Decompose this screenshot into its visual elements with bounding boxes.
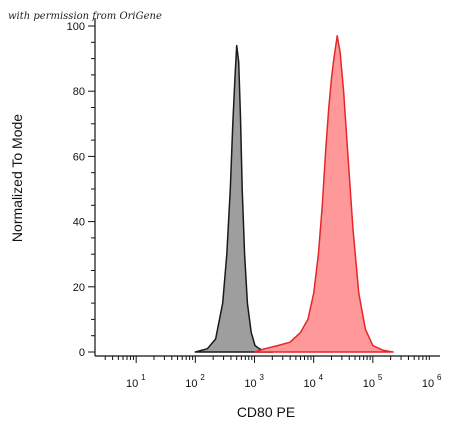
x-tick-label: 10 <box>126 378 138 390</box>
x-tick-exponent: 5 <box>378 373 383 382</box>
x-tick-exponent: 3 <box>260 373 265 382</box>
x-tick-exponent: 2 <box>200 373 205 382</box>
x-tick-exponent: 4 <box>319 373 324 382</box>
y-tick-label: 100 <box>67 21 85 33</box>
y-tick-label: 40 <box>73 217 85 229</box>
plot-area <box>194 35 394 353</box>
y-axis: 0 20 40 60 80 100 <box>67 21 95 359</box>
x-tick-label: 10 <box>304 378 316 390</box>
x-tick-exponent: 6 <box>437 373 442 382</box>
x-tick-label-group: 102 <box>185 373 205 390</box>
x-tick-label: 10 <box>244 378 256 390</box>
y-tick-label: 80 <box>73 86 85 98</box>
x-tick-label-group: 105 <box>363 373 383 390</box>
x-tick-label-group: 101 <box>126 373 146 390</box>
histogram-series-1 <box>194 44 274 353</box>
y-tick-label: 20 <box>73 282 85 294</box>
x-tick-label: 10 <box>185 378 197 390</box>
permission-watermark: with permission from OriGene <box>8 11 162 22</box>
x-tick-label: 10 <box>363 378 375 390</box>
y-tick-label: 0 <box>79 347 85 359</box>
x-tick-exponent: 1 <box>141 373 146 382</box>
x-tick-label-group: 10 3 <box>244 373 264 390</box>
x-axis-title: CD80 PE <box>237 404 295 420</box>
x-tick-label-group: 104 <box>304 373 324 390</box>
y-axis-title: Normalized To Mode <box>9 114 25 242</box>
y-tick-label: 60 <box>73 151 85 163</box>
histogram-series-2 <box>253 35 394 353</box>
x-tick-label-group: 106 <box>422 373 442 390</box>
x-tick-label: 10 <box>422 378 434 390</box>
